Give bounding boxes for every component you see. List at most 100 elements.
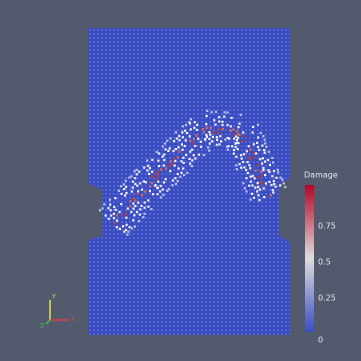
particle [269, 164, 271, 166]
particle [241, 158, 243, 160]
particle [132, 181, 134, 183]
particle [158, 165, 160, 167]
particle [191, 159, 193, 161]
particle [218, 120, 220, 122]
particle [200, 146, 202, 148]
particle [249, 167, 251, 169]
particle [264, 152, 266, 154]
particle [264, 142, 266, 144]
particle [150, 208, 152, 210]
particle [169, 147, 171, 149]
particle [145, 181, 147, 183]
particle [160, 196, 162, 198]
particle [196, 129, 198, 131]
particle [139, 208, 141, 210]
particle [193, 154, 195, 156]
particle [200, 141, 202, 143]
z-label: Z [40, 323, 44, 330]
particle [242, 182, 244, 184]
particle [227, 124, 229, 126]
particle [237, 148, 239, 150]
particle [186, 132, 188, 134]
particle [176, 137, 178, 139]
particle [245, 190, 247, 192]
particle [99, 209, 101, 211]
particle [131, 191, 133, 193]
particle [182, 167, 184, 169]
particle [134, 177, 136, 179]
particle [167, 150, 169, 152]
particle [139, 214, 141, 216]
particle [149, 167, 151, 169]
particle [195, 135, 197, 137]
particle [110, 215, 112, 217]
particle [191, 149, 193, 151]
particle [189, 163, 191, 165]
particle [192, 143, 194, 145]
particle [189, 151, 191, 153]
particle [259, 188, 261, 190]
particle [224, 139, 226, 141]
particle [120, 203, 122, 205]
particle [178, 151, 180, 153]
particle [223, 116, 225, 118]
particle [238, 134, 240, 136]
particle [177, 146, 179, 148]
particle [169, 137, 171, 139]
particle [144, 202, 146, 204]
particle [141, 194, 143, 196]
particle [182, 157, 184, 159]
particle [227, 111, 229, 113]
particle [162, 145, 164, 147]
particle [255, 170, 257, 172]
particle [160, 168, 162, 170]
particle [279, 184, 281, 186]
particle [272, 191, 274, 193]
particle [243, 153, 245, 155]
particle [205, 134, 207, 136]
particle [206, 127, 208, 129]
colorbar-tick: 0.5 [318, 258, 331, 267]
particle [218, 143, 220, 145]
particle [134, 199, 136, 201]
particle [277, 169, 279, 171]
particle [185, 154, 187, 156]
particle [209, 134, 211, 136]
particle [163, 154, 165, 156]
particle [110, 209, 112, 211]
particle [251, 193, 253, 195]
particle [162, 188, 164, 190]
particle [103, 203, 105, 205]
particle [252, 175, 254, 177]
particle [275, 186, 277, 188]
particle [242, 140, 244, 142]
particle [233, 149, 235, 151]
particle [173, 140, 175, 142]
particle [151, 182, 153, 184]
particle [114, 197, 116, 199]
particle [141, 189, 143, 191]
particle [271, 175, 273, 177]
particle [177, 180, 179, 182]
particle [240, 167, 242, 169]
particle [222, 128, 224, 130]
particle [180, 172, 182, 174]
particle [181, 131, 183, 133]
particle [197, 138, 199, 140]
particle [256, 142, 258, 144]
particle [115, 209, 117, 211]
particle [125, 212, 127, 214]
particle [273, 180, 275, 182]
particle [149, 185, 151, 187]
particle [202, 128, 204, 130]
particle [177, 156, 179, 158]
particle [116, 226, 118, 228]
particle [123, 183, 125, 185]
particle [125, 192, 127, 194]
particle [191, 165, 193, 167]
particle [136, 185, 138, 187]
particle [237, 142, 239, 144]
particle [186, 172, 188, 174]
particle [158, 152, 160, 154]
x-label: X [71, 317, 75, 324]
